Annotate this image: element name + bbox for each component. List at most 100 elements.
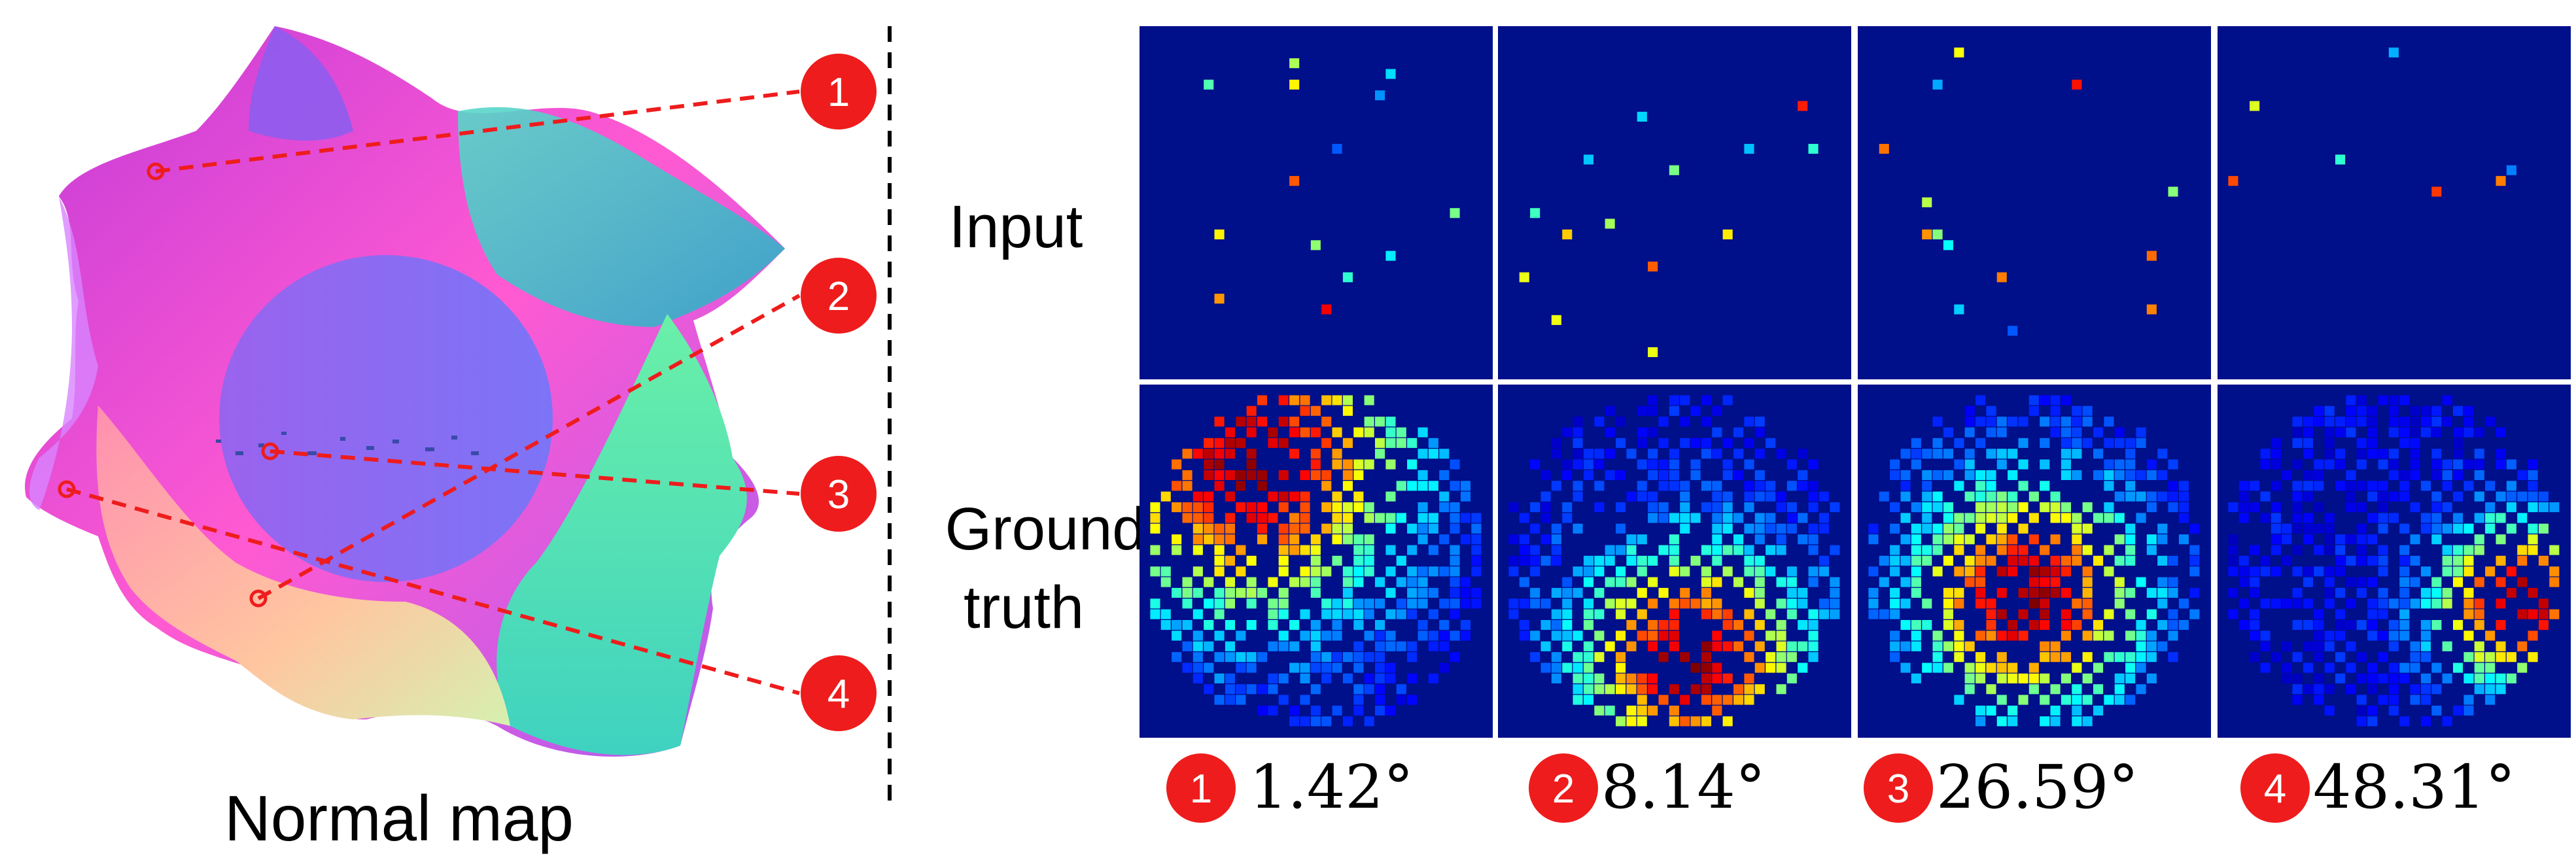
heatmap-cell <box>1289 577 1300 587</box>
heatmap-cell <box>1530 630 1540 641</box>
heatmap-cell <box>1754 684 1765 695</box>
heatmap-cell <box>1637 555 1647 566</box>
heatmap-cell <box>1278 630 1289 641</box>
heatmap-cell <box>1594 459 1605 470</box>
heatmap-cell <box>1754 641 1765 651</box>
heatmap-cell <box>1310 459 1321 470</box>
heatmap-cell <box>2335 630 2346 641</box>
heatmap-cell <box>2496 491 2506 502</box>
heatmap-cell <box>2485 417 2496 427</box>
heatmap-cell <box>1890 523 1900 534</box>
heatmap-cell <box>2442 555 2452 566</box>
heatmap-cell <box>1986 534 1996 545</box>
heatmap-cell <box>2104 609 2114 619</box>
heatmap-cell <box>1986 449 1996 459</box>
heatmap-cell <box>1996 566 2007 577</box>
heatmap-cell <box>2410 417 2420 427</box>
heatmap-cell <box>2538 620 2549 630</box>
heatmap-cell <box>2061 417 2071 427</box>
heatmap-cell <box>1300 395 1310 405</box>
heatmap-cell <box>2410 449 2420 459</box>
heatmap-cell <box>1332 459 1342 470</box>
heatmap-cell <box>2420 566 2431 577</box>
heatmap-cell <box>1943 502 1953 513</box>
heatmap-cell <box>2474 652 2484 663</box>
heatmap-cell <box>2125 695 2136 705</box>
heatmap-cell <box>2040 673 2050 683</box>
heatmap-cell <box>1407 652 1418 663</box>
heatmap-cell <box>1540 513 1551 523</box>
heatmap-cell <box>1637 481 1647 491</box>
heatmap-cell <box>2496 577 2506 587</box>
heatmap-cell <box>2442 470 2452 480</box>
heatmap-cell <box>1214 673 1225 683</box>
heatmap-cell <box>2356 545 2367 555</box>
heatmap-cell <box>1396 695 1406 705</box>
heatmap-cell <box>2157 577 2168 587</box>
heatmap-cell <box>2292 587 2303 598</box>
heatmap-cell <box>1573 491 1583 502</box>
heatmap-cell <box>1680 695 1690 705</box>
heatmap-cell <box>1450 481 1460 491</box>
heatmap-cell <box>2517 577 2528 587</box>
heatmap-cell <box>1648 705 1658 715</box>
heatmap-cell <box>2442 598 2452 609</box>
heatmap-cell <box>2238 577 2249 587</box>
heatmap-cell <box>1321 502 1332 513</box>
heatmap-cell <box>1540 470 1551 480</box>
heatmap-cell <box>1690 513 1701 523</box>
heatmap-cell <box>1616 716 1626 727</box>
heatmap-cell <box>1786 566 1797 577</box>
heatmap-cell <box>2549 609 2560 619</box>
heatmap-cell <box>2378 587 2388 598</box>
heatmap-cell <box>2314 673 2324 683</box>
heatmap-cell <box>1332 630 1342 641</box>
heatmap-cell <box>2431 502 2442 513</box>
heatmap-cell <box>2008 449 2018 459</box>
heatmap-cell <box>1214 566 1225 577</box>
heatmap-cell <box>1562 630 1573 641</box>
heatmap-cell <box>2517 491 2528 502</box>
heatmap-cell <box>1300 513 1310 523</box>
heatmap-cell <box>2367 630 2378 641</box>
heatmap-cell <box>1257 470 1268 480</box>
heatmap-cell <box>1658 652 1669 663</box>
heatmap-cell <box>1321 523 1332 534</box>
heatmap-cell <box>1986 470 1996 480</box>
heatmap-cell <box>2420 673 2431 683</box>
heatmap-cell <box>2082 673 2093 683</box>
heatmap-cell <box>2410 459 2420 470</box>
heatmap-cell <box>1332 652 1342 663</box>
heatmap-cell <box>2431 587 2442 598</box>
heatmap-cell <box>1986 427 1996 438</box>
heatmap-cell <box>2453 513 2463 523</box>
heatmap-cell <box>2050 705 2061 715</box>
heatmap-cell <box>2050 491 2061 502</box>
heatmap-cell <box>1890 630 1900 641</box>
heatmap-cell <box>2506 491 2516 502</box>
heatmap-cell <box>2082 587 2093 598</box>
heatmap-cell <box>1214 294 1225 304</box>
heatmap-cell <box>2028 663 2039 673</box>
heatmap-cell <box>1637 716 1647 727</box>
heatmap-cell <box>1701 566 1711 577</box>
heatmap-cell <box>1932 502 1943 513</box>
heatmap-cell <box>1637 566 1647 577</box>
heatmap-cell <box>2125 534 2136 545</box>
heatmap-cell <box>2018 545 2028 555</box>
heatmap-cell <box>1428 566 1438 577</box>
heatmap-cell <box>1375 641 1385 651</box>
heatmap-cell <box>1648 470 1658 480</box>
heatmap-cell <box>2538 523 2549 534</box>
heatmap-cell <box>1385 491 1396 502</box>
heatmap-cell <box>1407 673 1418 683</box>
heatmap-cell <box>2189 523 2200 534</box>
heatmap-cell <box>1246 620 1257 630</box>
heatmap-cell <box>1450 630 1460 641</box>
heatmap-cell <box>1943 534 1953 545</box>
heatmap-cell <box>1808 630 1819 641</box>
heatmap-cell <box>2335 609 2346 619</box>
heatmap-cell <box>1819 513 1829 523</box>
heatmap-cell <box>1225 491 1235 502</box>
heatmap-cell <box>2082 630 2093 641</box>
